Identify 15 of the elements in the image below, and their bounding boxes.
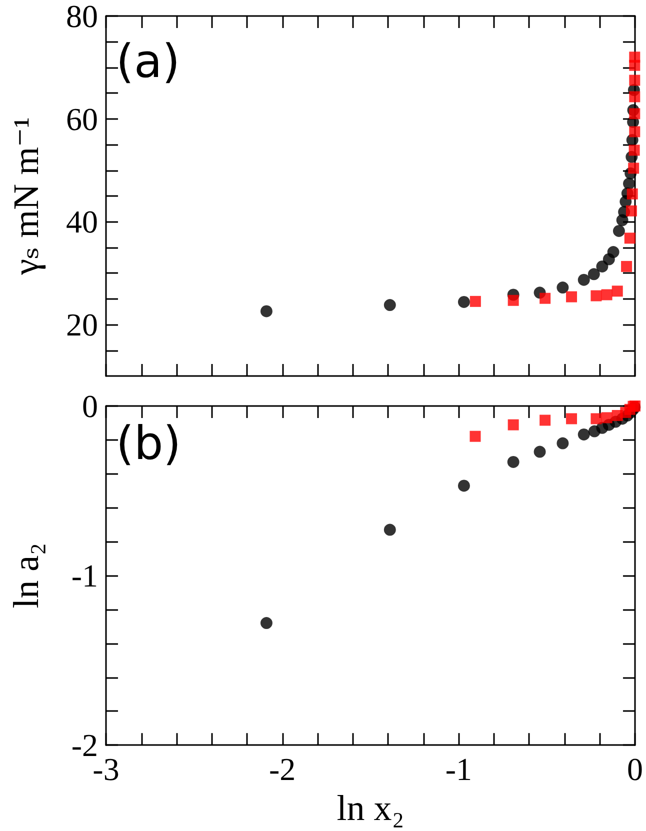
x-tick-label: -1 xyxy=(445,751,472,788)
x-tick-label: -2 xyxy=(269,751,296,788)
x-axis-title: ln x₂ xyxy=(336,788,404,828)
y-tick-label: 40 xyxy=(66,204,98,240)
y-tick-label: -2 xyxy=(71,727,98,764)
annotation: (b) xyxy=(116,416,182,470)
y-tick-label: 60 xyxy=(66,100,98,137)
y-tick-label: 0 xyxy=(82,388,98,424)
y-tick-label: 80 xyxy=(66,0,98,34)
y-tick-label: 20 xyxy=(66,306,98,343)
annotation: (a) xyxy=(116,34,180,88)
y-axis-title: γₛ mN m⁻¹ xyxy=(6,117,46,276)
x-tick-label: 0 xyxy=(627,751,643,788)
y-axis-title: ln a₂ xyxy=(6,542,46,608)
y-tick-label: -1 xyxy=(71,558,98,594)
